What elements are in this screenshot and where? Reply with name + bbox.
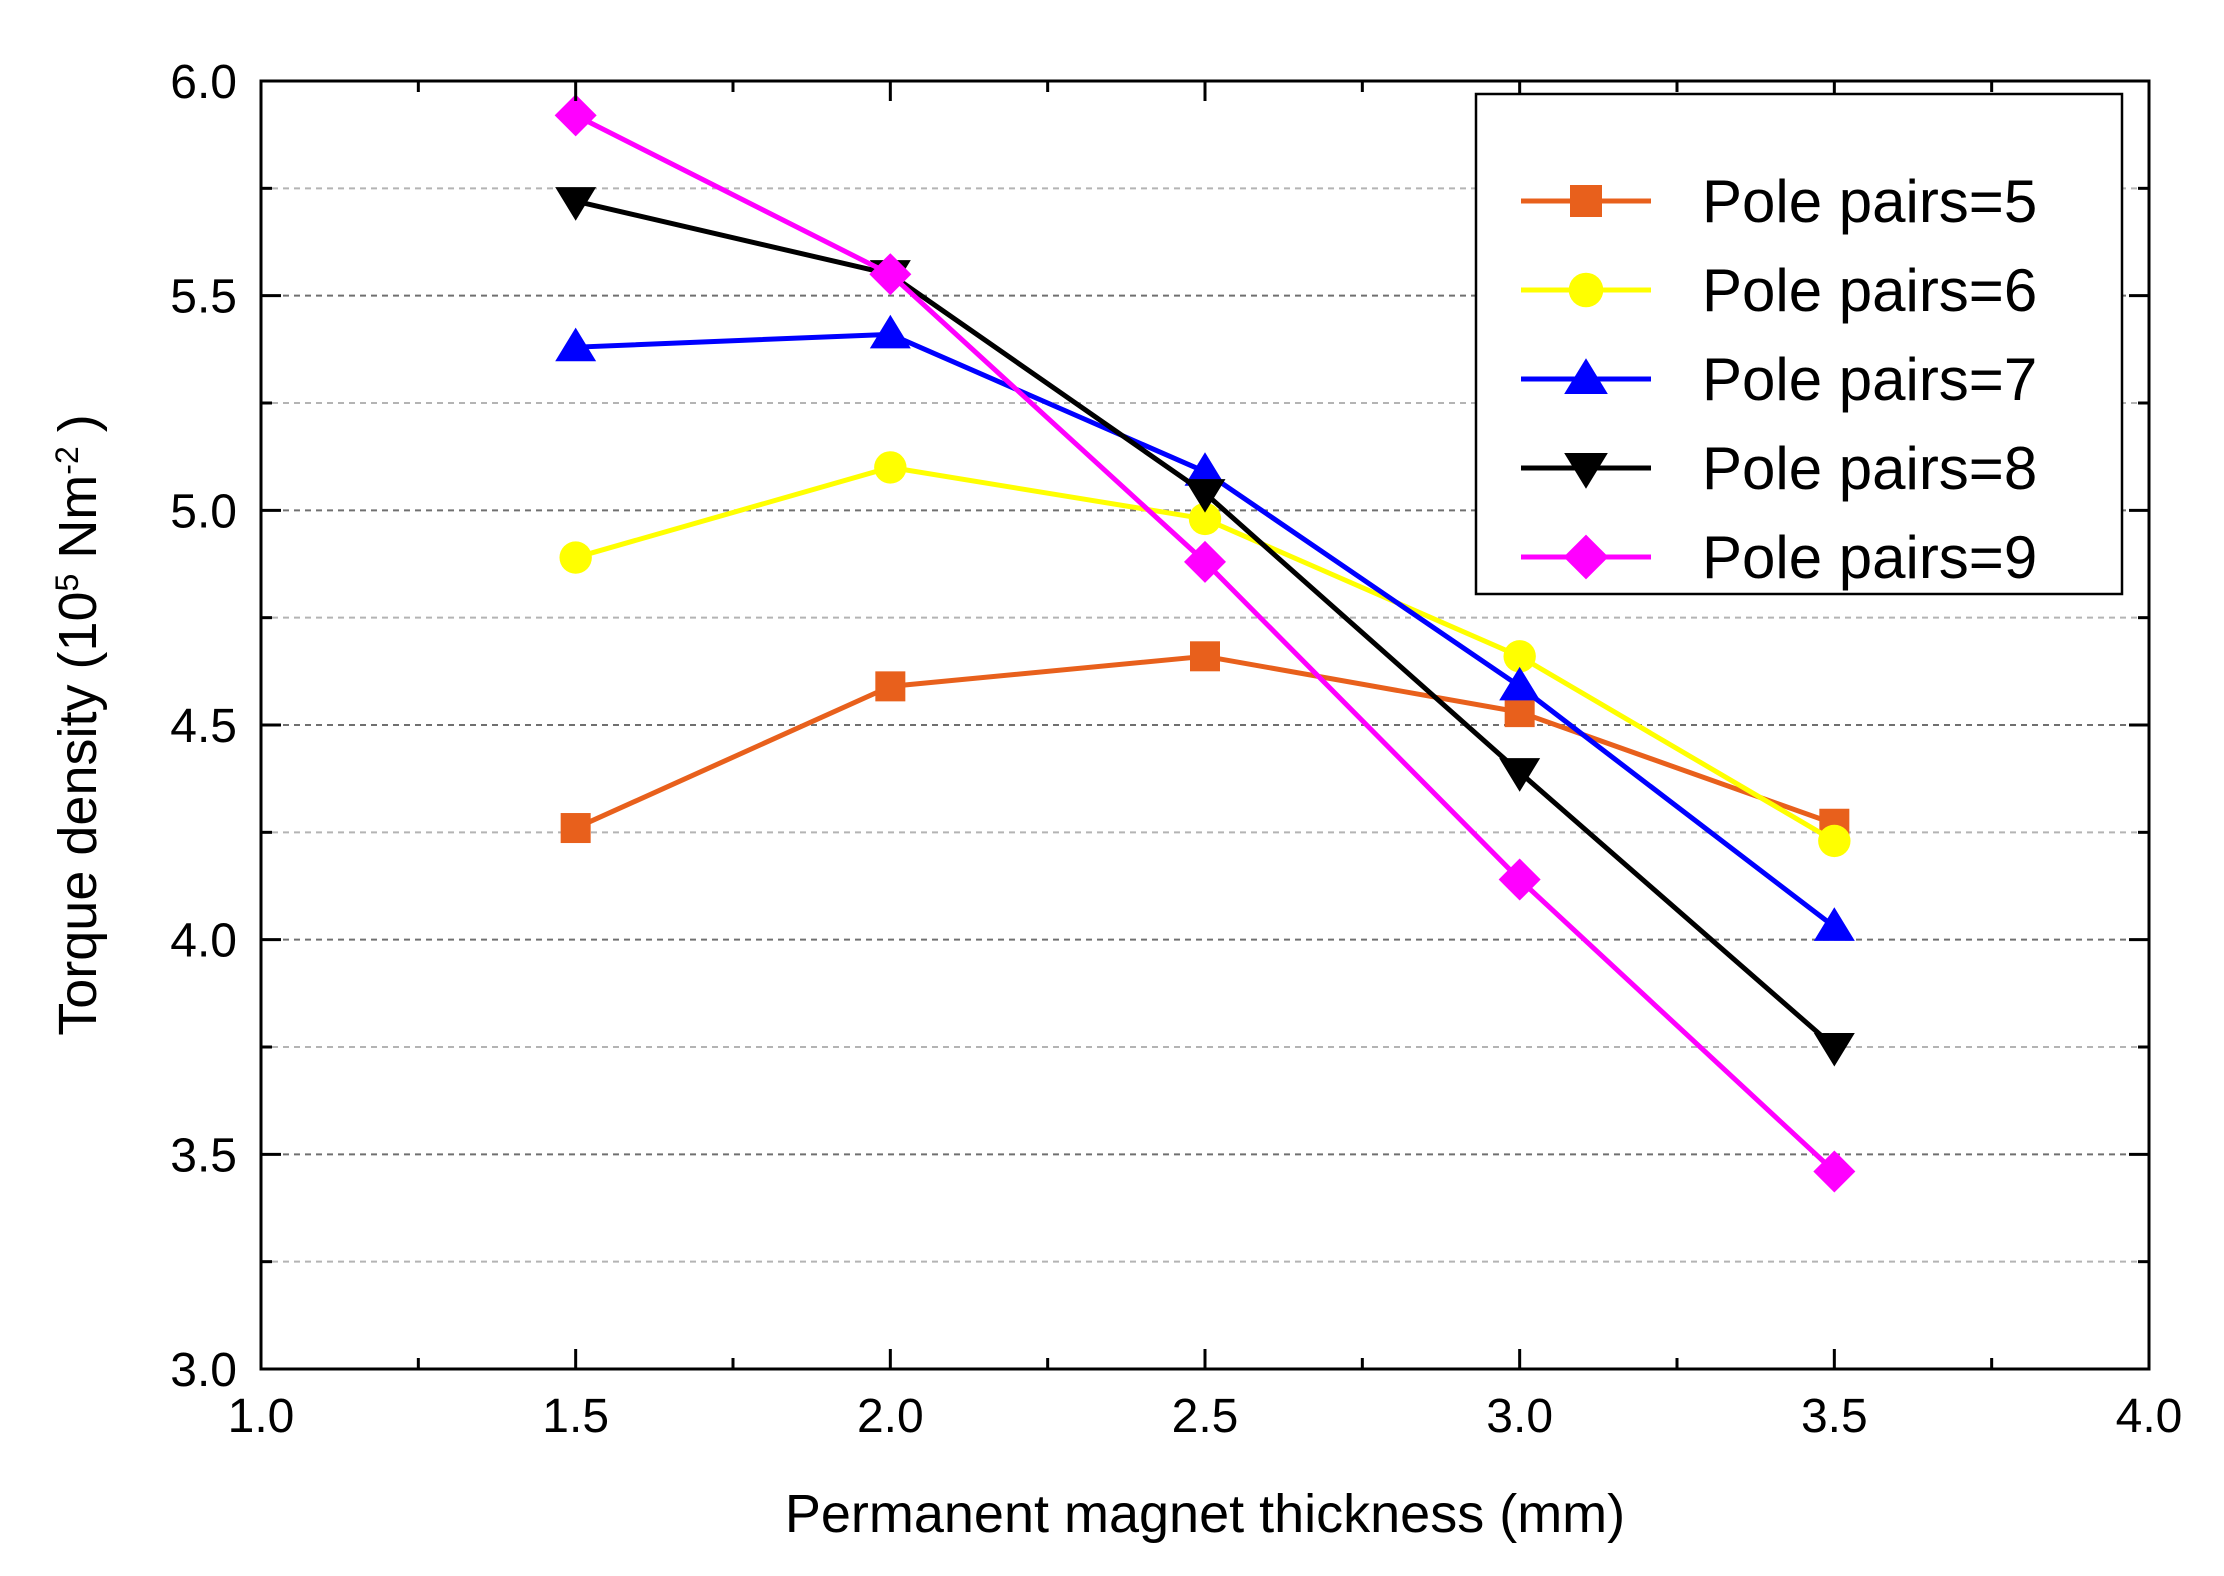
legend-box: [1474, 92, 2124, 596]
data-point: [874, 451, 907, 484]
data-point: [1184, 540, 1226, 583]
y-tick-label: 3.5: [170, 1129, 237, 1182]
legend-marker: [1564, 453, 1608, 489]
data-point: [1813, 1150, 1856, 1193]
axis-ticks: [259, 79, 2151, 1371]
data-point: [1504, 697, 1535, 728]
data-point: [1813, 907, 1855, 941]
y-tick-label: 3.0: [170, 1344, 237, 1397]
legend-marker: [1564, 358, 1608, 394]
legend-item: Pole pairs=9: [1521, 524, 2037, 591]
data-point: [1188, 502, 1222, 536]
legend-item: Pole pairs=6: [1521, 257, 2037, 324]
legend-item: Pole pairs=8: [1521, 435, 2037, 502]
data-point: [1184, 452, 1226, 486]
data-point: [560, 813, 591, 844]
x-tick-label: 1.5: [542, 1390, 609, 1443]
data-point: [559, 541, 592, 574]
y-axis-title: Torque density (105 Nm-2): [48, 414, 108, 1035]
y-tick-label: 5.0: [170, 485, 237, 538]
data-point: [1499, 666, 1541, 701]
y-axis-title-exponent-1: 5: [49, 574, 85, 592]
data-point: [869, 314, 911, 349]
y-tick-label: 4.0: [170, 915, 237, 968]
legend-label: Pole pairs=8: [1702, 435, 2037, 502]
legend: Pole pairs=5 Pole pairs=6 Pole pairs=7 Pole…: [1474, 92, 2124, 596]
x-tick-label: 2.0: [857, 1390, 924, 1443]
data-point: [1499, 758, 1541, 792]
y-axis-title-unit: Nm: [48, 475, 108, 574]
series-line: [574, 653, 1836, 831]
y-axis-title-suffix: ): [48, 414, 108, 432]
y-tick-label: 6.0: [170, 56, 237, 109]
x-tick-labels: 1.0 1.5 2.0 2.5 3.0 3.5 4.0: [228, 1390, 2183, 1443]
legend-marker: [1563, 534, 1609, 580]
data-point: [555, 327, 597, 362]
x-axis-title: Permanent magnet thickness (mm): [785, 1484, 1625, 1544]
series-pole-pairs-7: [555, 314, 1855, 941]
x-tick-label: 2.5: [1172, 1390, 1239, 1443]
data-point: [1813, 1032, 1855, 1067]
y-tick-labels: 3.0 3.5 4.0 4.5 5.0 5.5 6.0: [170, 56, 237, 1397]
x-tick-label: 3.0: [1486, 1390, 1553, 1443]
series-pole-pairs-5: [560, 641, 1850, 844]
data-point: [1818, 824, 1851, 858]
legend-label: Pole pairs=9: [1702, 524, 2037, 591]
series-group: [554, 94, 1856, 1193]
legend-item: Pole pairs=7: [1521, 346, 2037, 413]
data-point: [875, 671, 906, 702]
legend-label: Pole pairs=6: [1702, 257, 2037, 324]
x-tick-label: 1.0: [228, 1390, 295, 1443]
legend-marker: [1570, 185, 1602, 217]
y-tick-label: 4.5: [170, 700, 237, 753]
data-point: [1498, 858, 1541, 901]
legend-marker: [1568, 272, 1604, 308]
data-point: [1503, 640, 1536, 673]
data-point: [869, 253, 912, 296]
data-point: [555, 187, 597, 221]
data-point: [1190, 641, 1220, 672]
series-pole-pairs-9: [554, 94, 1856, 1193]
legend-label: Pole pairs=5: [1702, 168, 2037, 235]
series-pole-pairs-6: [559, 451, 1851, 858]
y-axis-title-exponent-2: -2: [49, 446, 85, 474]
x-tick-label: 4.0: [2116, 1390, 2183, 1443]
data-point: [554, 94, 597, 137]
x-tick-label: 3.5: [1801, 1390, 1868, 1443]
y-tick-label: 5.5: [170, 271, 237, 324]
legend-label: Pole pairs=7: [1702, 346, 2037, 413]
y-axis-title-prefix: Torque density (10: [48, 591, 108, 1035]
legend-item: Pole pairs=5: [1521, 168, 2037, 235]
data-point: [1184, 479, 1226, 513]
